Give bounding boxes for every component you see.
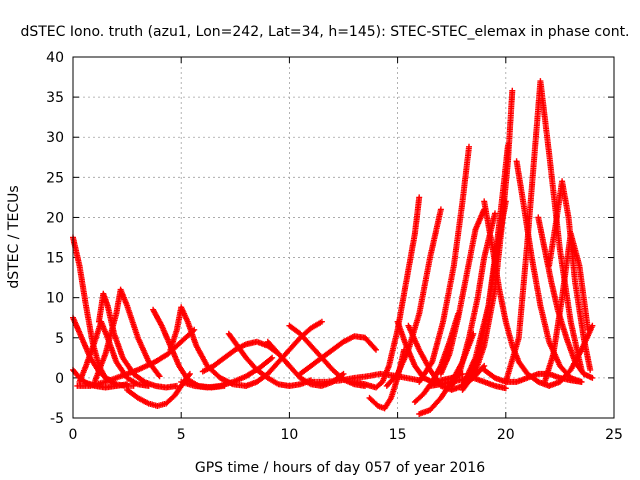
series-marker-path xyxy=(416,143,472,385)
series-arc34 xyxy=(513,158,585,385)
data-marks xyxy=(70,78,596,417)
y-tick-label: 25 xyxy=(46,170,64,186)
x-tick-label: 15 xyxy=(389,427,407,443)
x-tick-label: 0 xyxy=(69,427,78,443)
y-tick-label: 35 xyxy=(46,90,64,106)
y-tick-label: 30 xyxy=(46,130,64,146)
y-tick-label: 5 xyxy=(55,331,64,347)
series-marker-path xyxy=(427,374,509,392)
y-tick-label: 0 xyxy=(55,371,64,387)
series-arc14 xyxy=(243,318,325,389)
series-marker-path xyxy=(351,194,423,391)
series-marker-path xyxy=(150,306,228,391)
series-arc37 xyxy=(541,230,591,385)
y-tick-label: 10 xyxy=(46,291,64,307)
series-marker-path xyxy=(437,206,488,377)
series-arc27 xyxy=(437,206,488,377)
series-marker-path xyxy=(178,354,276,391)
series-marker-path xyxy=(481,366,585,385)
y-tick-label: 40 xyxy=(46,50,64,66)
series-marker-path xyxy=(297,333,379,377)
chart-title: dSTEC Iono. truth (azu1, Lon=242, Lat=34… xyxy=(20,24,629,40)
series-arc17 xyxy=(297,333,379,377)
y-tick-label: 20 xyxy=(46,210,64,226)
y-axis-title: dSTEC / TECUs xyxy=(6,185,22,288)
series-marker-path xyxy=(243,318,325,389)
series-marker-path xyxy=(225,330,314,389)
series-marker-path xyxy=(459,142,511,389)
series-arc6 xyxy=(91,286,163,385)
x-tick-label: 10 xyxy=(280,427,298,443)
x-tick-label: 25 xyxy=(605,427,623,443)
x-tick-label: 5 xyxy=(177,427,186,443)
series-marker-path xyxy=(91,286,163,385)
series-arc19 xyxy=(351,194,423,391)
x-tick-label: 20 xyxy=(497,427,515,443)
series-marker-path xyxy=(96,290,180,391)
series-arc11 xyxy=(178,354,276,391)
x-axis-title: GPS time / hours of day 057 of year 2016 xyxy=(195,460,485,476)
series-arc9 xyxy=(150,306,228,391)
series-arc13 xyxy=(225,330,314,389)
series-arc26 xyxy=(416,143,472,385)
y-tick-label: -5 xyxy=(50,411,64,427)
series-arc40 xyxy=(427,374,509,392)
series-arc5 xyxy=(96,290,180,391)
plot-frame xyxy=(72,56,615,419)
series-marker-path xyxy=(513,158,585,385)
series-arc39 xyxy=(481,366,585,385)
series-arc31 xyxy=(459,142,511,389)
y-tick-label: 15 xyxy=(46,251,64,267)
y-axis-ticks: -5 0 5 10 15 20 25 30 35 40 xyxy=(46,50,614,427)
series-marker-path xyxy=(541,230,591,385)
